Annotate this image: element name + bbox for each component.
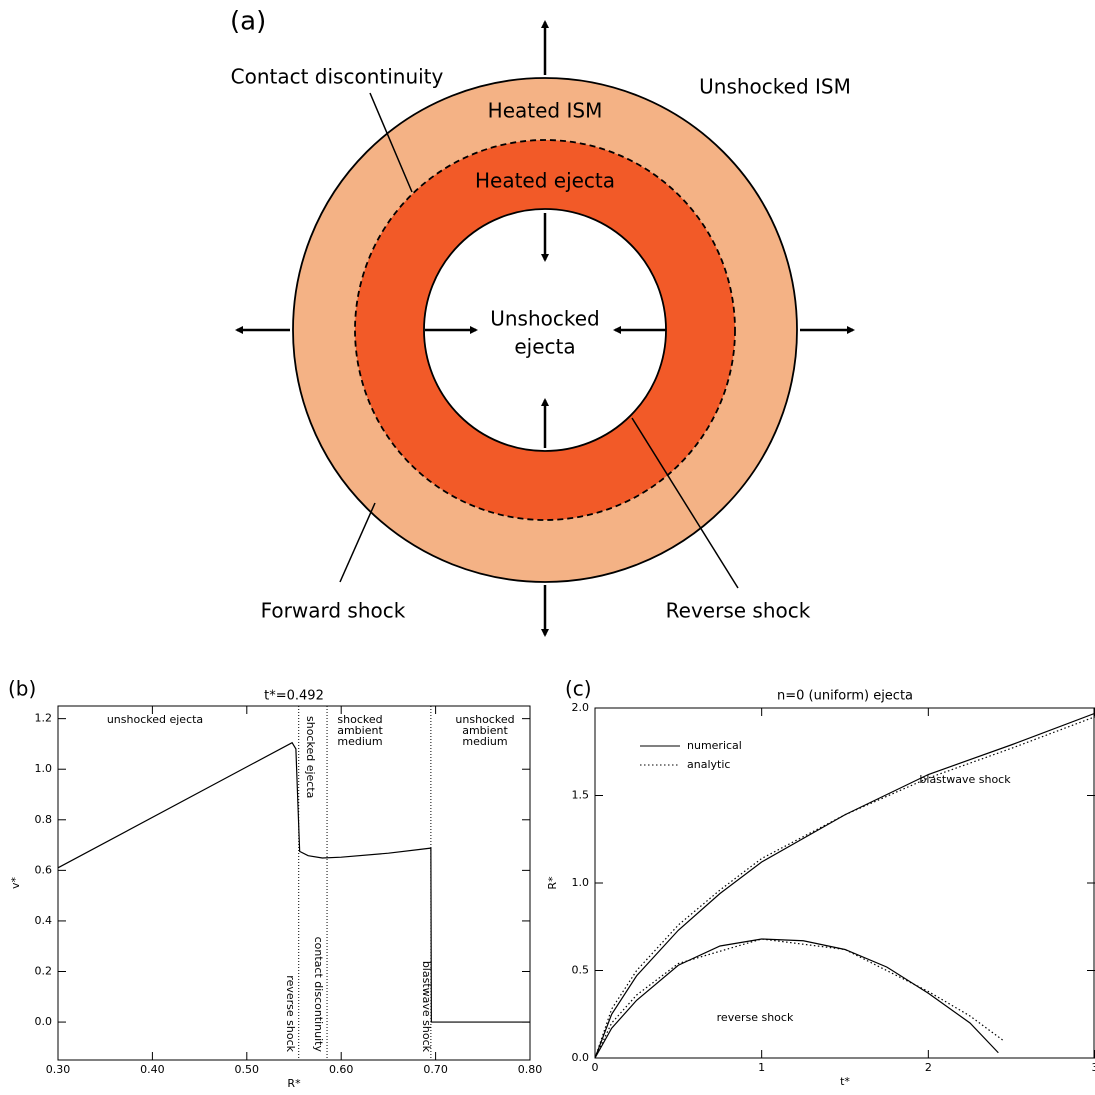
y-tick-label: 0.2 [35,965,53,978]
label: Unshocked ISM [699,75,851,99]
annotation: reverse shock [717,1011,794,1024]
y-tick-label: 0.4 [35,914,53,927]
x-tick-label: 0.80 [518,1063,543,1076]
y-tick-label: 0.0 [35,1015,53,1028]
annotation: unshocked ejecta [107,713,203,726]
y-tick-label: 0.8 [35,813,53,826]
x-tick-label: 1 [758,1061,765,1074]
annotation: blastwave shock [420,961,433,1053]
y-tick-label: 1.5 [572,789,590,802]
y-tick-label: 1.2 [35,712,53,725]
label: Unshocked [490,307,600,331]
plot-frame [594,707,1095,1059]
panel-label: (c) [565,677,592,701]
x-tick-label: 0.30 [46,1063,71,1076]
annotation: medium [337,735,382,748]
label: Heated ejecta [475,169,615,193]
label: Heated ISM [488,99,603,123]
x-tick-label: 0.40 [140,1063,165,1076]
y-tick-label: 0.0 [572,1051,590,1064]
annotation: shocked ejecta [304,716,317,798]
label: Reverse shock [666,599,811,623]
legend-label: analytic [687,758,730,771]
y-tick-label: 0.5 [572,964,590,977]
x-tick-label: 0.50 [235,1063,260,1076]
y-tick-label: 1.0 [35,762,53,775]
data-line [594,712,1095,1059]
data-line [594,938,999,1059]
annotation: ambient [337,724,383,737]
data-line [594,716,1095,1059]
data-line [57,741,530,1023]
annotation: unshocked [455,713,514,726]
x-tick-label: 2 [925,1061,932,1074]
x-tick-label: 0.60 [329,1063,354,1076]
legend-label: numerical [687,739,742,752]
label: Forward shock [261,599,406,623]
leader [369,92,413,193]
x-axis-label: t* [840,1075,850,1088]
plot-frame [57,705,531,1061]
label: ejecta [514,335,575,359]
x-axis-label: R* [287,1077,301,1090]
annotation: ambient [462,724,508,737]
data-line [594,938,1004,1059]
arrows [234,19,856,638]
annotation: shocked [337,713,382,726]
x-tick-label: 3 [1092,1061,1095,1074]
x-tick-label: 0.70 [423,1063,448,1076]
annotation: blastwave shock [919,773,1011,786]
y-axis-label: v* [9,876,22,889]
leader [631,417,739,589]
y-tick-label: 1.0 [572,876,590,889]
y-tick-label: 2.0 [572,701,590,714]
panel-label: (b) [8,677,36,701]
annotation: contact discontinuity [312,937,325,1053]
annotation: reverse shock [284,975,297,1052]
y-axis-label: R* [546,876,559,890]
y-tick-label: 0.6 [35,863,53,876]
chart-title: n=0 (uniform) ejecta [777,689,913,704]
leader [339,502,376,583]
x-tick-label: 0 [592,1061,599,1074]
chart-title: t*=0.492 [264,689,324,704]
annotation: medium [462,735,507,748]
diagram: (a) Contact discontinuity Heated ISM Uns… [230,7,856,638]
label: Contact discontinuity [231,65,444,89]
panel-label: (a) [230,7,266,37]
